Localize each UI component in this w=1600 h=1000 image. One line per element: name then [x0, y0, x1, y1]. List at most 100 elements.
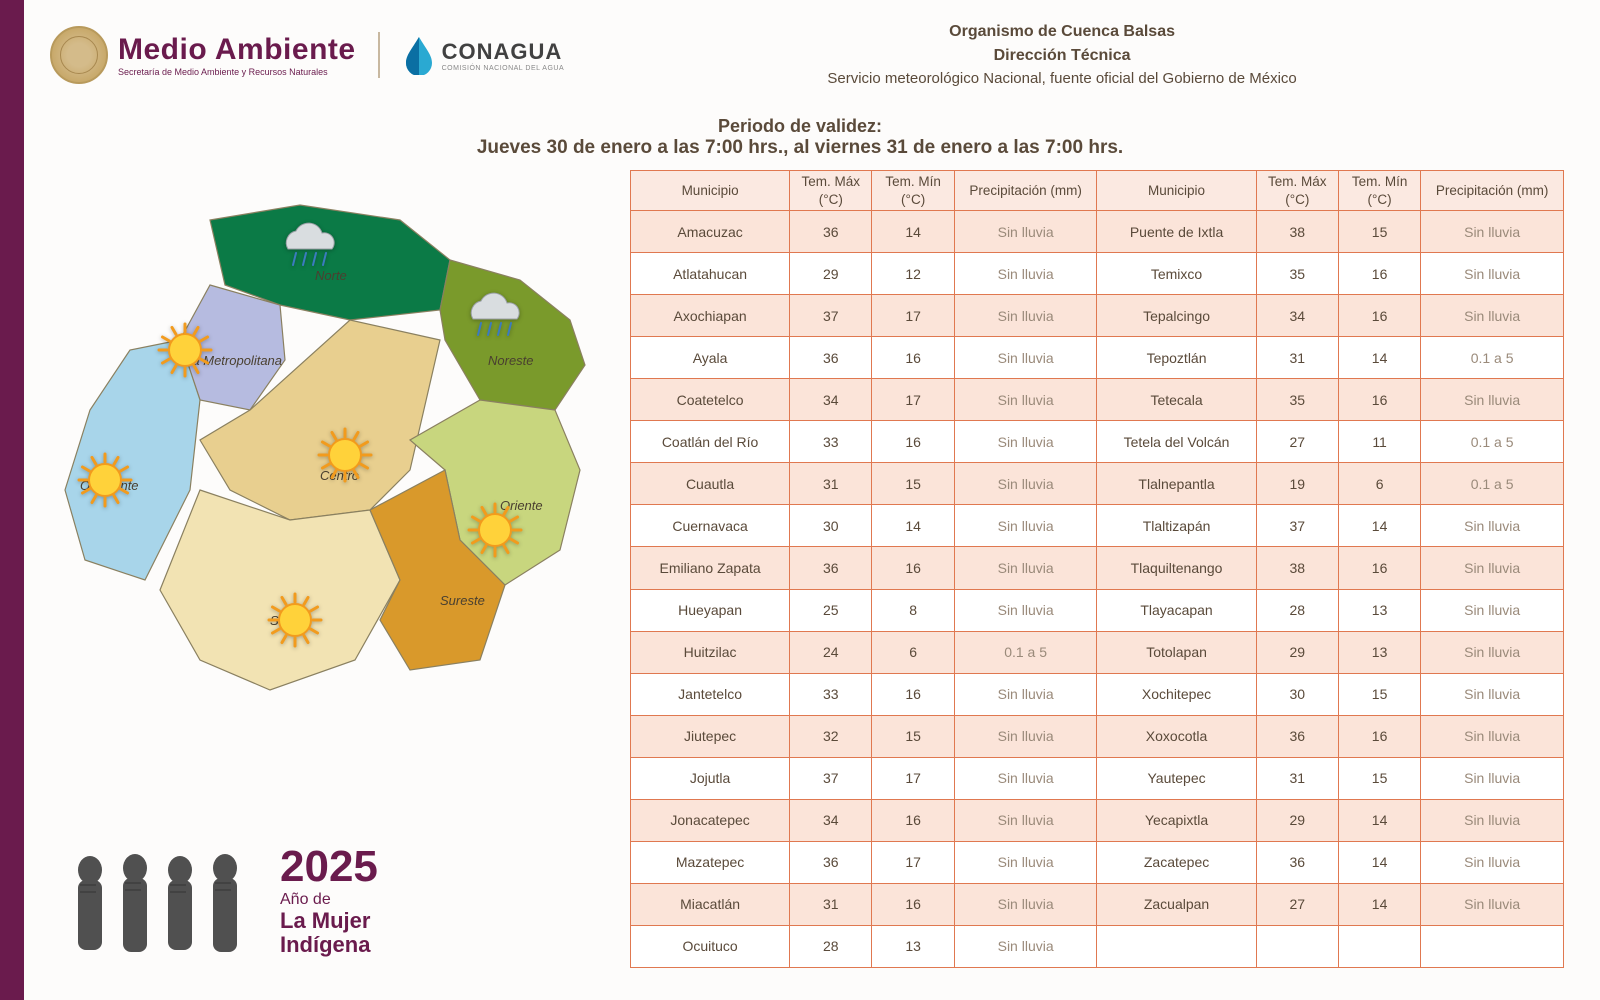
cell-tmin-b: 14: [1338, 883, 1420, 925]
cell-tmin-a: 6: [872, 631, 954, 673]
cell-tmax-b: 31: [1256, 757, 1338, 799]
cell-tmin-a: 16: [872, 337, 954, 379]
cell-tmax-a: 24: [790, 631, 872, 673]
cell-prec-a: Sin lluvia: [954, 673, 1097, 715]
cell-prec-a: Sin lluvia: [954, 883, 1097, 925]
cell-muni-a: Jiutepec: [631, 715, 790, 757]
cell-tmin-a: 8: [872, 589, 954, 631]
cell-tmin-b: 16: [1338, 715, 1420, 757]
cell-tmin-b: 14: [1338, 841, 1420, 883]
cell-prec-a: Sin lluvia: [954, 295, 1097, 337]
cell-tmax-a: 31: [790, 883, 872, 925]
year-line1: Año de: [280, 891, 378, 909]
cell-tmin-a: 13: [872, 925, 954, 967]
cell-muni-b: Totolapan: [1097, 631, 1256, 673]
cell-muni-b: Zacualpan: [1097, 883, 1256, 925]
cell-prec-b: Sin lluvia: [1421, 505, 1564, 547]
cell-tmin-b: 15: [1338, 673, 1420, 715]
cell-tmax-a: 29: [790, 253, 872, 295]
cell-prec-a: Sin lluvia: [954, 505, 1097, 547]
cell-prec-a: Sin lluvia: [954, 253, 1097, 295]
col-precipitacion-b: Precipitación (mm): [1421, 171, 1564, 211]
table-row: Emiliano Zapata3616Sin lluviaTlaquiltena…: [631, 547, 1564, 589]
table-row: Coatlán del Río3316Sin lluviaTetela del …: [631, 421, 1564, 463]
col-tmax-b: Tem. Máx (°C): [1256, 171, 1338, 211]
cell-tmin-a: 14: [872, 505, 954, 547]
cell-prec-a: Sin lluvia: [954, 547, 1097, 589]
cell-tmin-b: [1338, 925, 1420, 967]
table-row: Cuautla3115Sin lluviaTlalnepantla1960.1 …: [631, 463, 1564, 505]
cell-prec-a: Sin lluvia: [954, 589, 1097, 631]
cell-tmin-a: 17: [872, 841, 954, 883]
table-row: Mazatepec3617Sin lluviaZacatepec3614Sin …: [631, 841, 1564, 883]
cell-muni-a: Cuautla: [631, 463, 790, 505]
cell-tmin-a: 17: [872, 379, 954, 421]
cell-prec-b: Sin lluvia: [1421, 883, 1564, 925]
cell-tmax-b: 34: [1256, 295, 1338, 337]
cell-prec-b: Sin lluvia: [1421, 799, 1564, 841]
header-organism-text: Organismo de Cuenca Balsas Dirección Téc…: [574, 20, 1550, 91]
cell-tmax-a: 34: [790, 379, 872, 421]
cell-muni-a: Axochiapan: [631, 295, 790, 337]
cell-tmax-a: 37: [790, 757, 872, 799]
cell-prec-b: 0.1 a 5: [1421, 337, 1564, 379]
cell-tmin-b: 14: [1338, 799, 1420, 841]
cell-tmax-a: 34: [790, 799, 872, 841]
cell-tmax-a: 31: [790, 463, 872, 505]
cell-tmin-b: 13: [1338, 589, 1420, 631]
cell-prec-a: Sin lluvia: [954, 337, 1097, 379]
cell-tmin-a: 17: [872, 757, 954, 799]
cell-muni-b: Xoxocotla: [1097, 715, 1256, 757]
cell-prec-b: Sin lluvia: [1421, 211, 1564, 253]
cell-tmin-a: 16: [872, 799, 954, 841]
conagua-droplet-icon: [402, 35, 436, 75]
col-tmin-a: Tem. Mín (°C): [872, 171, 954, 211]
cell-prec-b: Sin lluvia: [1421, 715, 1564, 757]
weather-map: NorteNoresteZona MetropolitanaOccidenteC…: [50, 190, 610, 730]
cell-prec-b: 0.1 a 5: [1421, 463, 1564, 505]
cell-prec-b: Sin lluvia: [1421, 673, 1564, 715]
col-precipitacion-a: Precipitación (mm): [954, 171, 1097, 211]
table-body: Amacuzac3614Sin lluviaPuente de Ixtla381…: [631, 211, 1564, 968]
cell-prec-a: Sin lluvia: [954, 379, 1097, 421]
cell-tmin-b: 16: [1338, 253, 1420, 295]
cell-tmax-b: 27: [1256, 883, 1338, 925]
cell-tmax-a: 36: [790, 337, 872, 379]
cell-tmin-a: 16: [872, 673, 954, 715]
cell-tmax-b: 35: [1256, 253, 1338, 295]
cell-prec-a: Sin lluvia: [954, 757, 1097, 799]
cell-muni-b: [1097, 925, 1256, 967]
cell-prec-b: Sin lluvia: [1421, 589, 1564, 631]
table-row: Atlatahucan2912Sin lluviaTemixco3516Sin …: [631, 253, 1564, 295]
cell-muni-a: Miacatlán: [631, 883, 790, 925]
cell-prec-a: Sin lluvia: [954, 463, 1097, 505]
table-row: Hueyapan258Sin lluviaTlayacapan2813Sin l…: [631, 589, 1564, 631]
cell-tmax-b: 28: [1256, 589, 1338, 631]
cell-tmin-a: 15: [872, 715, 954, 757]
cell-muni-b: Yautepec: [1097, 757, 1256, 799]
cell-tmax-b: 37: [1256, 505, 1338, 547]
region-label-noreste: Noreste: [488, 353, 534, 368]
cell-tmax-b: 19: [1256, 463, 1338, 505]
cell-muni-b: Tlayacapan: [1097, 589, 1256, 631]
cell-prec-a: 0.1 a 5: [954, 631, 1097, 673]
cell-tmax-b: 35: [1256, 379, 1338, 421]
cell-tmax-a: 33: [790, 421, 872, 463]
cell-prec-b: Sin lluvia: [1421, 295, 1564, 337]
conagua-block: CONAGUA COMISIÓN NACIONAL DEL AGUA: [402, 35, 565, 75]
year-commemoration: 2025 Año de La Mujer Indígena: [280, 843, 378, 957]
region-label-sureste: Sureste: [440, 593, 485, 608]
cell-muni-a: Ayala: [631, 337, 790, 379]
cell-prec-a: Sin lluvia: [954, 421, 1097, 463]
conagua-subtitle: COMISIÓN NACIONAL DEL AGUA: [442, 65, 565, 72]
cell-tmin-b: 14: [1338, 505, 1420, 547]
year-line2: La Mujer: [280, 909, 378, 933]
footer-artwork: 2025 Año de La Mujer Indígena: [60, 830, 378, 970]
cell-prec-a: Sin lluvia: [954, 925, 1097, 967]
year-line3: Indígena: [280, 933, 378, 957]
header-divider: [378, 32, 380, 78]
cell-muni-a: Emiliano Zapata: [631, 547, 790, 589]
cell-tmin-b: 16: [1338, 295, 1420, 337]
cell-muni-a: Jonacatepec: [631, 799, 790, 841]
table-row: Jantetelco3316Sin lluviaXochitepec3015Si…: [631, 673, 1564, 715]
